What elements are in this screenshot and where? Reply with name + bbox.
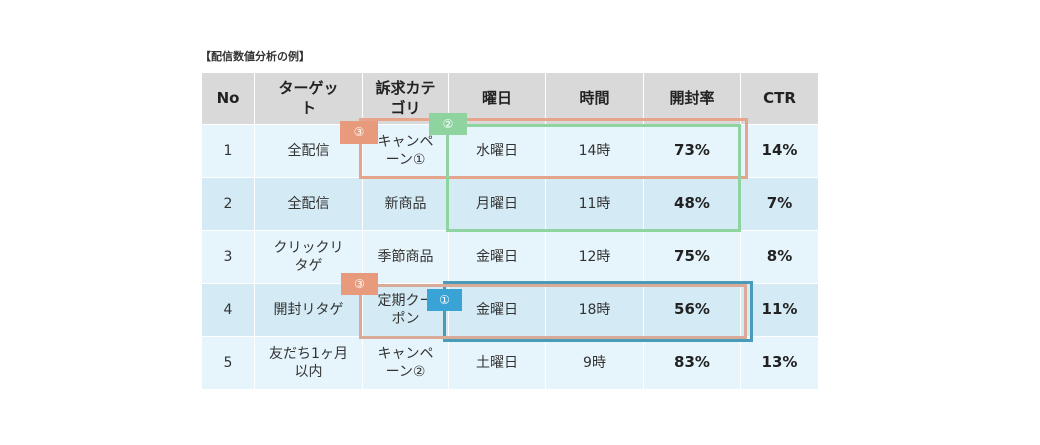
cell-no: 1: [201, 124, 255, 178]
table-row: 3 クリックリタゲ 季節商品 金曜日 12時 75% 8%: [201, 230, 819, 284]
header-target: ターゲット: [254, 72, 363, 125]
cell-ctr: 11%: [740, 283, 819, 337]
table-row: 5 友だち1ヶ月以内 キャンペーン② 土曜日 9時 83% 13%: [201, 336, 819, 390]
cell-target: 友だち1ヶ月以内: [254, 336, 363, 390]
table-row: 2 全配信 新商品 月曜日 11時 48% 7%: [201, 177, 819, 231]
header-day: 曜日: [448, 72, 546, 125]
header-no: No: [201, 72, 255, 125]
cell-day: 土曜日: [448, 336, 546, 390]
header-category: 訴求カテゴリ: [362, 72, 449, 125]
header-time: 時間: [545, 72, 644, 125]
cell-open-rate: 83%: [643, 336, 741, 390]
cell-no: 5: [201, 336, 255, 390]
cell-time: 9時: [545, 336, 644, 390]
badge-3-row4: ③: [341, 273, 378, 295]
badge-3-row1: ③: [340, 121, 378, 144]
cell-ctr: 14%: [740, 124, 819, 178]
cell-time: 14時: [545, 124, 644, 178]
header-row: No ターゲット 訴求カテゴリ 曜日 時間 開封率 CTR: [201, 72, 819, 125]
cell-category: 新商品: [362, 177, 449, 231]
cell-category: キャンペーン②: [362, 336, 449, 390]
badge-1: ①: [427, 289, 462, 311]
cell-day: 月曜日: [448, 177, 546, 231]
header-ctr: CTR: [740, 72, 819, 125]
cell-target: 全配信: [254, 177, 363, 231]
cell-day: 金曜日: [448, 283, 546, 337]
cell-time: 18時: [545, 283, 644, 337]
badge-2: ②: [429, 113, 467, 135]
cell-day: 金曜日: [448, 230, 546, 284]
cell-time: 11時: [545, 177, 644, 231]
cell-open-rate: 73%: [643, 124, 741, 178]
cell-ctr: 7%: [740, 177, 819, 231]
cell-open-rate: 56%: [643, 283, 741, 337]
table-row: 4 開封リタゲ 定期クーポン 金曜日 18時 56% 11%: [201, 283, 819, 337]
delivery-analysis-table: No ターゲット 訴求カテゴリ 曜日 時間 開封率 CTR 1 全配信 キャンペ…: [201, 72, 819, 390]
cell-no: 4: [201, 283, 255, 337]
cell-no: 3: [201, 230, 255, 284]
table-row: 1 全配信 キャンペーン① 水曜日 14時 73% 14%: [201, 124, 819, 178]
cell-open-rate: 48%: [643, 177, 741, 231]
cell-ctr: 13%: [740, 336, 819, 390]
cell-open-rate: 75%: [643, 230, 741, 284]
header-open-rate: 開封率: [643, 72, 741, 125]
cell-no: 2: [201, 177, 255, 231]
cell-ctr: 8%: [740, 230, 819, 284]
cell-time: 12時: [545, 230, 644, 284]
table-caption: 【配信数値分析の例】: [200, 50, 310, 63]
